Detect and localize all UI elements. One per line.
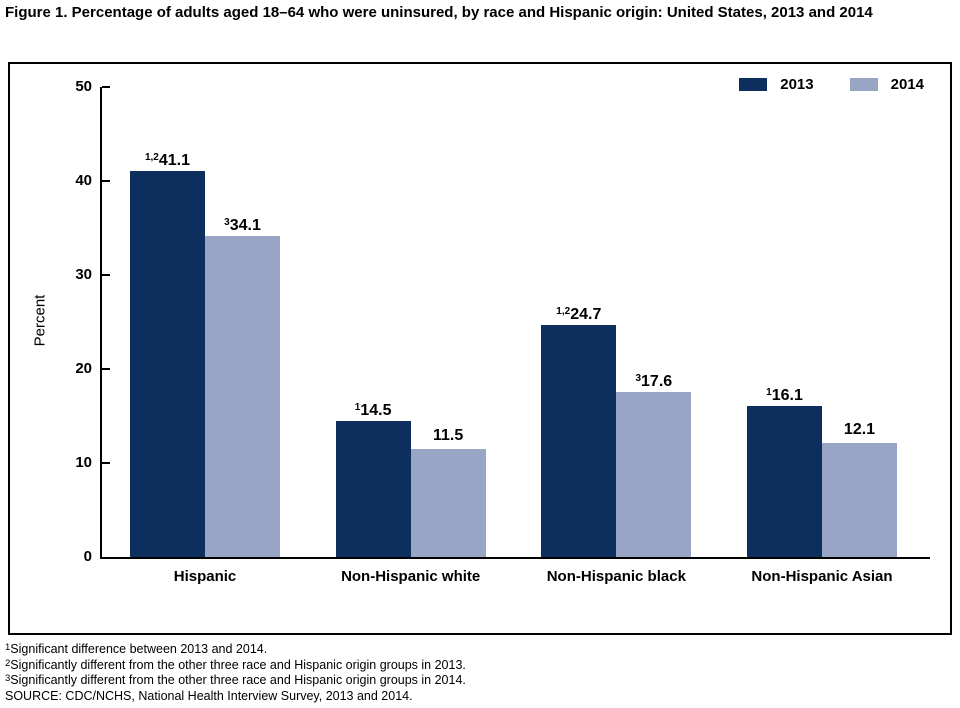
y-tick-label-50: 50 <box>75 78 92 95</box>
value-label-2013-0: 1,241.1 <box>144 151 191 169</box>
value-label-2013-1: 114.5 <box>354 401 392 419</box>
bar-2014-1 <box>410 448 486 557</box>
legend: 2013 2014 <box>739 76 924 93</box>
y-tick-10 <box>102 462 110 464</box>
y-tick-50 <box>102 86 110 88</box>
legend-item-2014: 2014 <box>849 76 924 93</box>
bar-2014-3 <box>822 443 897 557</box>
x-category-label-0: Hispanic <box>173 568 237 585</box>
value-label-2014-1: 11.5 <box>433 426 464 444</box>
footnote-3-text: Significantly different from the other t… <box>10 673 466 687</box>
legend-label-2013: 2013 <box>780 76 814 93</box>
footnote-1-sup: 1 <box>5 642 11 653</box>
legend-swatch-2013 <box>739 78 768 91</box>
value-label-superscript: 1,2 <box>556 305 571 317</box>
legend-label-2014: 2014 <box>890 76 924 93</box>
x-category-label-3: Non-Hispanic Asian <box>751 568 893 585</box>
bar-2013-3 <box>747 405 822 557</box>
y-tick-30 <box>102 274 110 276</box>
y-tick-label-40: 40 <box>75 172 92 189</box>
chart-frame: 2013 2014 Percent 0 10 20 30 40 50 1,241.1 114.… <box>8 62 952 635</box>
x-category-label-1: Non-Hispanic white <box>341 568 481 585</box>
x-category-label-2: Non-Hispanic black <box>546 568 686 585</box>
chart-border <box>8 62 952 635</box>
footnotes: 1Significant difference between 2013 and… <box>5 641 466 703</box>
footnote-2-text: Significantly different from the other t… <box>10 657 466 672</box>
footnote-2: 2Significantly different from the other … <box>5 657 466 673</box>
footnote-source-text: SOURCE: CDC/NCHS, National Health Interv… <box>5 688 413 703</box>
value-label-superscript: 3 <box>224 217 230 229</box>
value-label-2014-3: 12.1 <box>843 421 876 439</box>
footnote-2-sup: 2 <box>5 657 11 669</box>
y-tick-label-20: 20 <box>75 360 92 377</box>
bar-2014-2 <box>616 391 692 557</box>
bar-2013-2 <box>541 324 617 557</box>
footnote-source: SOURCE: CDC/NCHS, National Health Interv… <box>5 688 466 704</box>
bar-2013-1 <box>335 420 411 557</box>
x-axis-line <box>100 557 930 559</box>
footnote-3: 3Significantly different from the other … <box>5 672 466 688</box>
value-label-2013-2: 1,224.7 <box>556 305 602 323</box>
value-label-superscript: 1,2 <box>144 151 159 163</box>
bar-2014-0 <box>205 236 280 557</box>
y-tick-40 <box>102 180 110 182</box>
legend-swatch-2014 <box>849 78 878 91</box>
value-label-2013-3: 116.1 <box>766 386 803 404</box>
figure-title: Figure 1. Percentage of adults aged 18–6… <box>5 4 873 21</box>
y-tick-label-0: 0 <box>83 548 92 565</box>
legend-item-2013: 2013 <box>739 76 814 93</box>
y-tick-20 <box>102 368 110 370</box>
value-label-2014-2: 317.6 <box>635 372 673 390</box>
y-axis-line <box>100 87 102 559</box>
value-label-2014-0: 334.1 <box>224 217 261 235</box>
footnote-1-text: Significant difference between 2013 and … <box>10 642 268 656</box>
value-label-superscript: 3 <box>635 372 642 384</box>
plot-area: 0 10 20 30 40 50 1,241.1 114.5 1,224.7 116.1 334.1… <box>8 62 952 635</box>
bar-2013-0 <box>130 170 205 557</box>
footnote-1: 1Significant difference between 2013 and… <box>5 641 466 657</box>
y-tick-label-30: 30 <box>75 266 92 283</box>
footnote-3-sup: 3 <box>5 673 11 684</box>
y-tick-label-10: 10 <box>75 454 92 471</box>
value-label-superscript: 1 <box>766 386 772 398</box>
value-label-superscript: 1 <box>354 401 361 413</box>
